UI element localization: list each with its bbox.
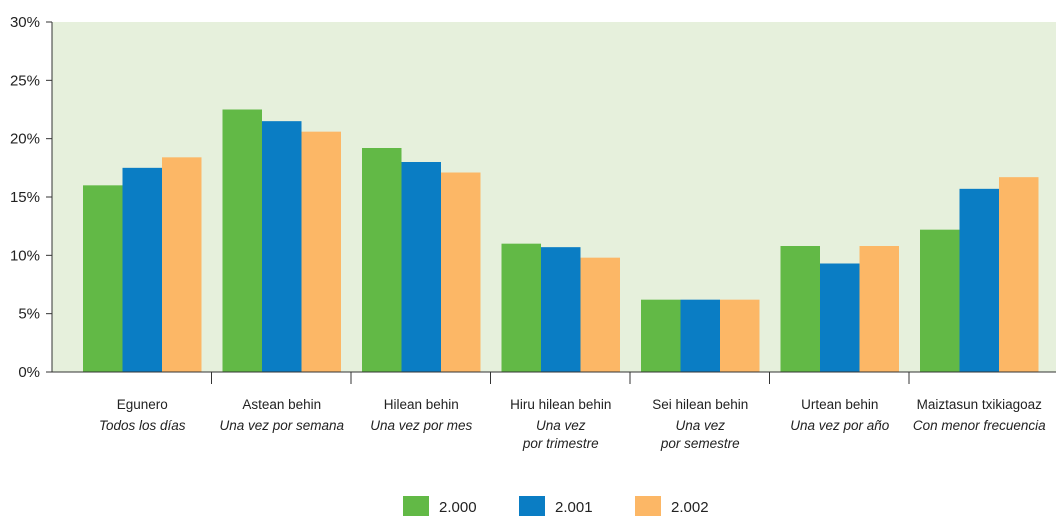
bar — [541, 247, 581, 372]
category-sublabel: Una vez por mes — [370, 418, 472, 433]
bar — [441, 172, 481, 372]
bar — [580, 257, 620, 372]
category-label: Astean behin — [242, 397, 321, 412]
bar — [820, 263, 860, 372]
bar — [641, 299, 681, 372]
y-tick-label: 30% — [10, 14, 40, 31]
legend-label: 2.002 — [671, 499, 709, 516]
category-label: Hilean behin — [384, 397, 459, 412]
bar — [959, 188, 999, 372]
category-label: Maiztasun txikiagoaz — [917, 397, 1043, 412]
category-label: Hiru hilean behin — [510, 397, 611, 412]
bar — [501, 243, 541, 372]
y-tick-label: 15% — [10, 189, 40, 206]
bar — [162, 157, 202, 372]
category-sublabel: Una vez — [675, 418, 725, 433]
bar — [222, 109, 262, 372]
y-tick-label: 20% — [10, 131, 40, 148]
legend-swatch — [635, 496, 661, 516]
category-sublabel: Una vez por semana — [219, 418, 344, 433]
category-label: Sei hilean behin — [652, 397, 748, 412]
bar — [122, 167, 162, 372]
y-tick-label: 0% — [18, 364, 40, 381]
x-axis-ticks — [211, 372, 910, 384]
category-labels: Egunero Todos los días Astean behin Una vez… — [99, 397, 1046, 451]
bar — [720, 299, 760, 372]
category-sublabel: Una vez — [536, 418, 586, 433]
bar — [999, 177, 1039, 372]
legend-swatch — [519, 496, 545, 516]
y-tick-label: 10% — [10, 247, 40, 264]
legend-label: 2.000 — [439, 499, 477, 516]
category-label: Urtean behin — [801, 397, 878, 412]
y-tick-label: 5% — [18, 306, 40, 323]
bar — [680, 299, 720, 372]
category-sublabel: por trimestre — [522, 436, 599, 451]
category-label: Egunero — [117, 397, 168, 412]
category-sublabel: Una vez por año — [790, 418, 890, 433]
bar — [301, 131, 341, 372]
bar — [859, 246, 899, 372]
legend-swatch — [403, 496, 429, 516]
bars-group — [83, 109, 1039, 373]
category-sublabel: por semestre — [660, 436, 740, 451]
y-axis-ticks: 0% 5% 10% 15% 20% 25% 30% — [10, 14, 52, 381]
bar — [262, 121, 302, 373]
bar — [362, 148, 402, 372]
category-sublabel: Con menor frecuencia — [913, 418, 1046, 433]
legend-label: 2.001 — [555, 499, 593, 516]
bar — [83, 185, 123, 372]
category-sublabel: Todos los días — [99, 418, 186, 433]
y-tick-label: 25% — [10, 72, 40, 89]
bar — [401, 162, 441, 372]
bar — [780, 246, 820, 372]
bar — [920, 229, 960, 372]
legend: 2.000 2.001 2.002 — [403, 496, 709, 516]
